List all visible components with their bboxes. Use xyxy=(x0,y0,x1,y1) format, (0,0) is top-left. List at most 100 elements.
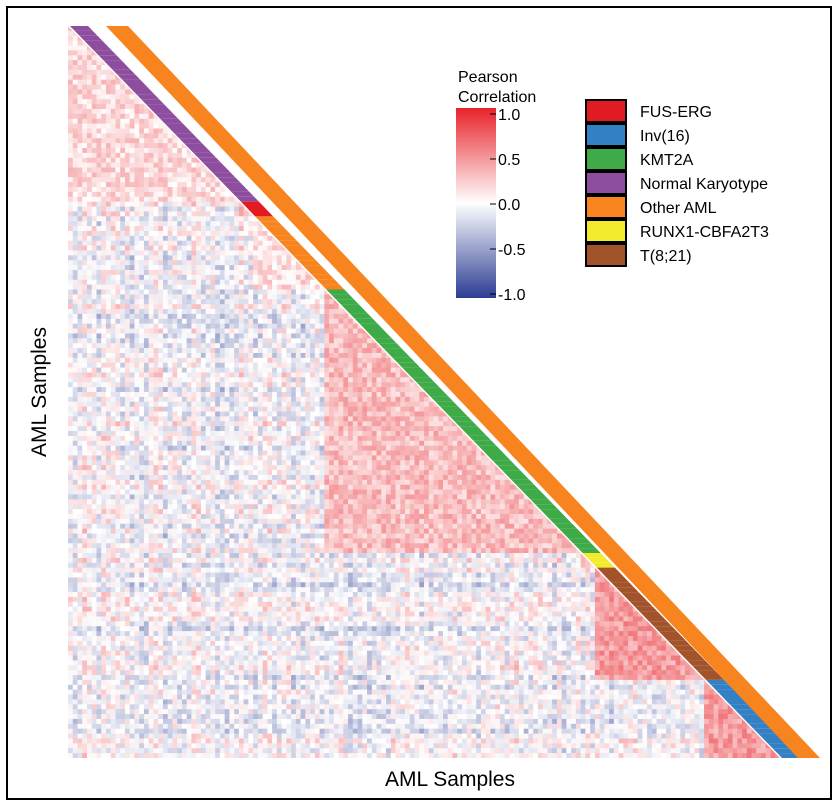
heatmap-cell xyxy=(115,118,121,125)
heatmap-cell xyxy=(248,323,254,330)
heatmap-cell xyxy=(310,372,316,378)
heatmap-cell xyxy=(134,221,140,227)
heatmap-cell xyxy=(371,411,378,417)
heatmap-cell xyxy=(281,416,287,422)
heatmap-cell xyxy=(381,416,387,422)
heatmap-cell xyxy=(143,504,150,510)
heatmap-cell xyxy=(238,230,245,237)
heatmap-cell xyxy=(409,470,416,476)
heatmap-cell xyxy=(86,187,93,193)
heatmap-cell xyxy=(177,367,183,374)
heatmap-cell xyxy=(286,313,292,320)
heatmap-cell xyxy=(148,187,155,193)
heatmap-cell xyxy=(262,362,268,369)
heatmap-cell xyxy=(281,333,287,339)
heatmap-cell xyxy=(139,113,145,120)
heatmap-cell xyxy=(148,230,155,237)
heatmap-cell xyxy=(414,479,420,486)
heatmap-cell xyxy=(68,509,74,515)
heatmap-cell xyxy=(177,167,183,173)
heatmap-cell xyxy=(82,55,88,61)
heatmap-cell xyxy=(215,304,221,310)
heatmap-cell xyxy=(68,372,74,378)
heatmap-cell xyxy=(82,396,88,403)
heatmap-cell xyxy=(314,406,321,413)
heatmap-cell xyxy=(428,489,435,496)
heatmap-cell xyxy=(105,182,112,188)
heatmap-cell xyxy=(120,352,126,359)
heatmap-cell xyxy=(238,387,245,393)
heatmap-cell xyxy=(248,357,254,364)
heatmap-cell xyxy=(158,396,164,403)
heatmap-cell xyxy=(234,479,240,486)
heatmap-cell xyxy=(248,299,254,305)
heatmap-cell xyxy=(139,162,145,169)
heatmap-cell xyxy=(68,333,74,339)
heatmap-cell xyxy=(310,479,316,486)
heatmap-cell xyxy=(267,235,273,242)
heatmap-cell xyxy=(219,274,226,281)
heatmap-cell xyxy=(414,396,420,403)
heatmap-cell xyxy=(438,499,444,505)
heatmap-cell xyxy=(158,357,164,364)
heatmap-cell xyxy=(143,196,150,203)
heatmap-cell xyxy=(262,348,268,354)
heatmap-cell xyxy=(295,289,302,295)
heatmap-cell xyxy=(72,377,79,383)
heatmap-cell xyxy=(267,387,273,393)
heatmap-cell xyxy=(134,138,140,144)
heatmap-cell xyxy=(367,401,373,408)
heatmap-cell xyxy=(134,265,140,271)
heatmap-cell xyxy=(158,162,164,169)
heatmap-cell xyxy=(162,323,169,330)
heatmap-cell xyxy=(143,113,150,120)
heatmap-cell xyxy=(229,245,235,252)
heatmap-cell xyxy=(196,348,202,354)
heatmap-cell xyxy=(124,270,131,276)
heatmap-cell xyxy=(167,387,174,393)
heatmap-cell xyxy=(238,411,245,417)
heatmap-cell xyxy=(120,148,126,154)
heatmap-cell xyxy=(281,489,287,496)
heatmap-cell xyxy=(343,445,349,452)
heatmap-cell xyxy=(68,79,74,86)
heatmap-cell xyxy=(162,274,169,281)
heatmap-cell xyxy=(91,294,98,300)
heatmap-cell xyxy=(319,323,325,330)
heatmap-cell xyxy=(253,367,259,374)
heatmap-cell xyxy=(143,357,150,364)
heatmap-cell xyxy=(257,265,264,271)
heatmap-cell xyxy=(124,431,131,437)
heatmap-cell xyxy=(115,333,121,339)
heatmap-cell xyxy=(129,108,136,115)
heatmap-cell xyxy=(329,318,335,325)
heatmap-cell xyxy=(305,431,311,437)
heatmap-cell xyxy=(172,455,178,461)
heatmap-cell xyxy=(143,299,150,305)
heatmap-cell xyxy=(343,323,349,330)
heatmap-cell xyxy=(224,328,230,335)
heatmap-cell xyxy=(77,382,83,388)
heatmap-cell xyxy=(110,240,117,247)
heatmap-cell xyxy=(291,367,297,374)
heatmap-cell xyxy=(68,45,74,51)
heatmap-cell xyxy=(86,318,93,325)
heatmap-cell xyxy=(120,338,126,344)
heatmap-cell xyxy=(200,328,207,335)
heatmap-cell xyxy=(352,499,359,505)
heatmap-cell xyxy=(96,401,102,408)
heatmap-cell xyxy=(200,499,207,505)
heatmap-cell xyxy=(219,509,226,515)
heatmap-cell xyxy=(281,460,287,466)
heatmap-cell xyxy=(267,294,273,300)
heatmap-cell xyxy=(362,352,368,359)
heatmap-cell xyxy=(91,406,98,413)
heatmap-cell xyxy=(82,167,88,173)
heatmap-cell xyxy=(238,255,245,261)
heatmap-cell xyxy=(205,284,211,291)
heatmap-cell xyxy=(172,474,178,481)
heatmap-cell xyxy=(224,318,230,325)
heatmap-cell xyxy=(314,396,321,403)
heatmap-cell xyxy=(400,431,406,437)
heatmap-cell xyxy=(338,455,344,461)
